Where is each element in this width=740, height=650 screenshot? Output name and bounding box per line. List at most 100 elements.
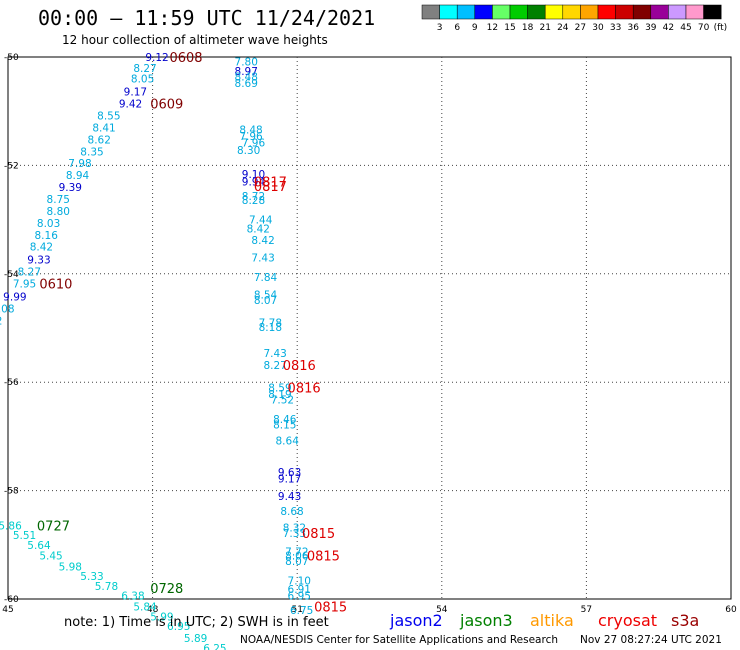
color-scale-label: 3	[437, 23, 443, 33]
pass-time-label: 0727	[37, 519, 70, 534]
wave-height-point: 9.43	[278, 491, 301, 503]
color-scale-label: 15	[504, 23, 515, 33]
color-scale: 3 6 9 12 15 18 21 24 27 30 33 36 39 42 45 70 (ft)	[421, 4, 728, 33]
wave-height-point: 8.16	[35, 230, 59, 242]
y-tick-label: -60	[4, 595, 19, 605]
x-tick-label: 60	[725, 605, 737, 615]
wave-height-point: 8.75	[47, 194, 70, 206]
color-swatch	[509, 4, 528, 20]
color-swatch	[474, 4, 493, 20]
axis-ticks: 45 48 51 54 57 60 -50 -52 -54 -56 -58 -60	[2, 53, 737, 615]
pass-time-label: 0815	[307, 550, 340, 565]
color-scale-label: 70	[698, 23, 710, 33]
x-tick-label: 48	[147, 605, 159, 615]
color-swatch	[615, 4, 634, 20]
wave-height-point: 6.91	[288, 584, 311, 596]
wave-height-point: 8.54	[254, 289, 278, 301]
wave-height-point: 8.41	[92, 122, 115, 134]
wave-height-point: 8.82	[0, 315, 2, 327]
wave-height-point: 6.95	[167, 621, 190, 633]
wave-height-point: 8.80	[47, 206, 70, 218]
color-swatch	[685, 4, 704, 20]
wave-height-point: 8.55	[97, 111, 120, 123]
wave-height-point: 8.27	[18, 267, 41, 279]
wave-height-point: 7.43	[251, 253, 274, 265]
wave-height-point: 8.64	[276, 436, 300, 448]
color-scale-unit: (ft)	[714, 23, 728, 33]
plot-frame	[7, 56, 732, 600]
wave-height-point: 7.72	[285, 546, 308, 558]
wave-height-point: 7.84	[254, 272, 278, 284]
wave-height-point: 6.95	[288, 591, 311, 603]
y-tick-label: -50	[4, 53, 19, 63]
wave-height-point: 8.69	[235, 78, 258, 90]
pass-time-label: 0816	[283, 359, 316, 374]
wave-height-point: 8.07	[254, 295, 277, 307]
wave-height-point: 8.42	[247, 223, 270, 235]
wave-height-point: 5.33	[80, 571, 103, 583]
wave-height-point: 8.15	[273, 419, 296, 431]
color-swatch	[527, 4, 546, 20]
wave-height-point: 8.08	[0, 303, 15, 315]
wave-height-point: 8.19	[268, 389, 291, 401]
y-tick-label: -56	[4, 378, 19, 388]
chart-note: note: 1) Time is in UTC; 2) SWH is in fe…	[64, 615, 329, 630]
wave-height-point: 9.12	[145, 52, 168, 64]
color-scale-label: 6	[454, 23, 460, 33]
legend-entry: jason3	[459, 611, 513, 630]
wave-height-point: 8.42	[30, 242, 53, 254]
wave-height-point: 7.43	[263, 348, 286, 360]
y-tick-label: -52	[4, 161, 19, 171]
legend-entry: cryosat	[598, 611, 657, 630]
data-points: 9.128.278.059.179.428.558.418.628.357.98…	[0, 52, 313, 650]
color-scale-label: 33	[610, 23, 621, 33]
wave-height-point: 8.28	[242, 195, 265, 207]
page-title: 00:00 — 11:59 UTC 11/24/2021	[38, 6, 376, 30]
footer-timestamp: Nov 27 08:27:24 UTC 2021	[580, 634, 722, 646]
wave-height-point: 7.95	[13, 279, 36, 291]
wave-height-point: 8.18	[259, 322, 282, 334]
pass-time-label: 0728	[150, 582, 183, 597]
wave-height-point: 5.86	[0, 520, 22, 532]
wave-height-point: 8.35	[80, 146, 103, 158]
pass-time-label: 0610	[39, 278, 72, 293]
color-scale-label: 9	[472, 23, 478, 33]
legend-entry: s3a	[671, 611, 699, 630]
color-scale-label: 18	[522, 23, 534, 33]
color-swatch	[632, 4, 652, 20]
wave-height-point: 6.25	[203, 643, 226, 650]
wave-height-point: 8.68	[280, 506, 303, 518]
wave-height-point: 8.42	[251, 235, 274, 247]
wave-height-point: 7.80	[235, 56, 258, 68]
color-swatch	[668, 4, 687, 20]
wave-height-point: 8.46	[273, 414, 297, 426]
color-swatch	[580, 4, 599, 20]
legend-entry: altika	[530, 611, 574, 630]
wave-height-point: 5.89	[184, 633, 207, 645]
wave-height-point: 9.42	[119, 99, 142, 111]
wave-height-point: 8.48	[239, 125, 262, 137]
footer-credit: NOAA/NESDIS Center for Satellite Applica…	[240, 634, 558, 646]
y-tick-label: -54	[4, 270, 19, 280]
wave-height-point: 8.06	[285, 551, 309, 563]
wave-height-point: 9.94	[242, 177, 266, 189]
wave-height-point: 8.05	[131, 74, 154, 86]
wave-height-point: 5.51	[13, 530, 36, 542]
wave-height-point: 7.44	[249, 215, 273, 227]
wave-height-point: 5.99	[150, 611, 173, 623]
legend-entry: jason2	[389, 611, 443, 630]
color-swatch	[562, 4, 581, 20]
wave-height-point: 8.03	[37, 218, 60, 230]
wave-height-point: 9.63	[278, 467, 301, 479]
color-swatch	[492, 4, 511, 20]
x-tick-label: 54	[436, 605, 448, 615]
color-scale-label: 42	[663, 23, 674, 33]
plot-border	[7, 56, 732, 600]
wave-height-point: 7.96	[242, 138, 266, 150]
wave-height-point: 7.98	[68, 158, 91, 170]
wave-height-point: 9.17	[278, 474, 301, 486]
wave-height-point: 8.72	[242, 191, 265, 203]
color-swatch	[421, 4, 440, 20]
